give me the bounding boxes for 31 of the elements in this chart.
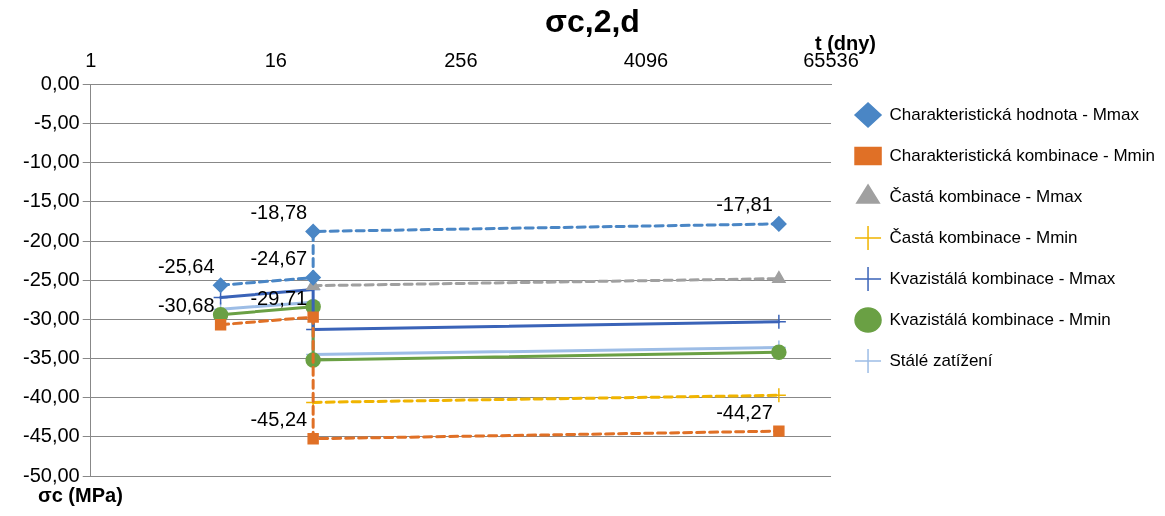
data-label: -44,27	[716, 400, 773, 423]
y-tick-label: -35,00	[22, 346, 80, 369]
y-tick-label: -40,00	[22, 385, 80, 408]
data-label: -18,78	[250, 201, 308, 223]
data-label: -29,71	[250, 286, 308, 309]
data-label: -24,67	[250, 247, 308, 270]
legend-label: Charakteristická kombinace - Mmin	[889, 145, 1155, 165]
legend-label: Kvazistálá kombinace - Mmin	[889, 309, 1111, 329]
y-tick-label: -5,00	[34, 111, 80, 134]
x-tick-label: 16	[264, 48, 287, 71]
data-label: -45,24	[250, 408, 308, 431]
y-tick-label: -15,00	[22, 189, 80, 212]
legend-label: Častá kombinace - Mmin	[889, 227, 1078, 247]
y-tick-label: -10,00	[22, 150, 80, 173]
data-label: -30,68	[157, 294, 215, 317]
y-tick-label: -25,00	[22, 267, 80, 290]
legend-label: Stálé zatížení	[889, 350, 993, 370]
data-label: -17,81	[716, 193, 773, 216]
y-tick-label: -50,00	[22, 463, 80, 486]
legend-label: Kvazistálá kombinace - Mmax	[889, 268, 1116, 288]
x-tick-label: 1	[85, 48, 97, 71]
data-label: -25,64	[157, 254, 215, 277]
y-tick-label: -20,00	[22, 228, 80, 251]
legend-label: Častá kombinace - Mmax	[889, 186, 1083, 206]
y-tick-label: 0,00	[40, 71, 80, 94]
legend-label: Charakteristická hodnota - Mmax	[889, 104, 1140, 124]
y-tick-label: -30,00	[22, 306, 80, 329]
x-tick-label: 256	[444, 48, 478, 71]
y-tick-label: -45,00	[22, 424, 80, 447]
chart-title: σc,2,d	[545, 3, 640, 40]
x-tick-label: 4096	[623, 48, 669, 71]
